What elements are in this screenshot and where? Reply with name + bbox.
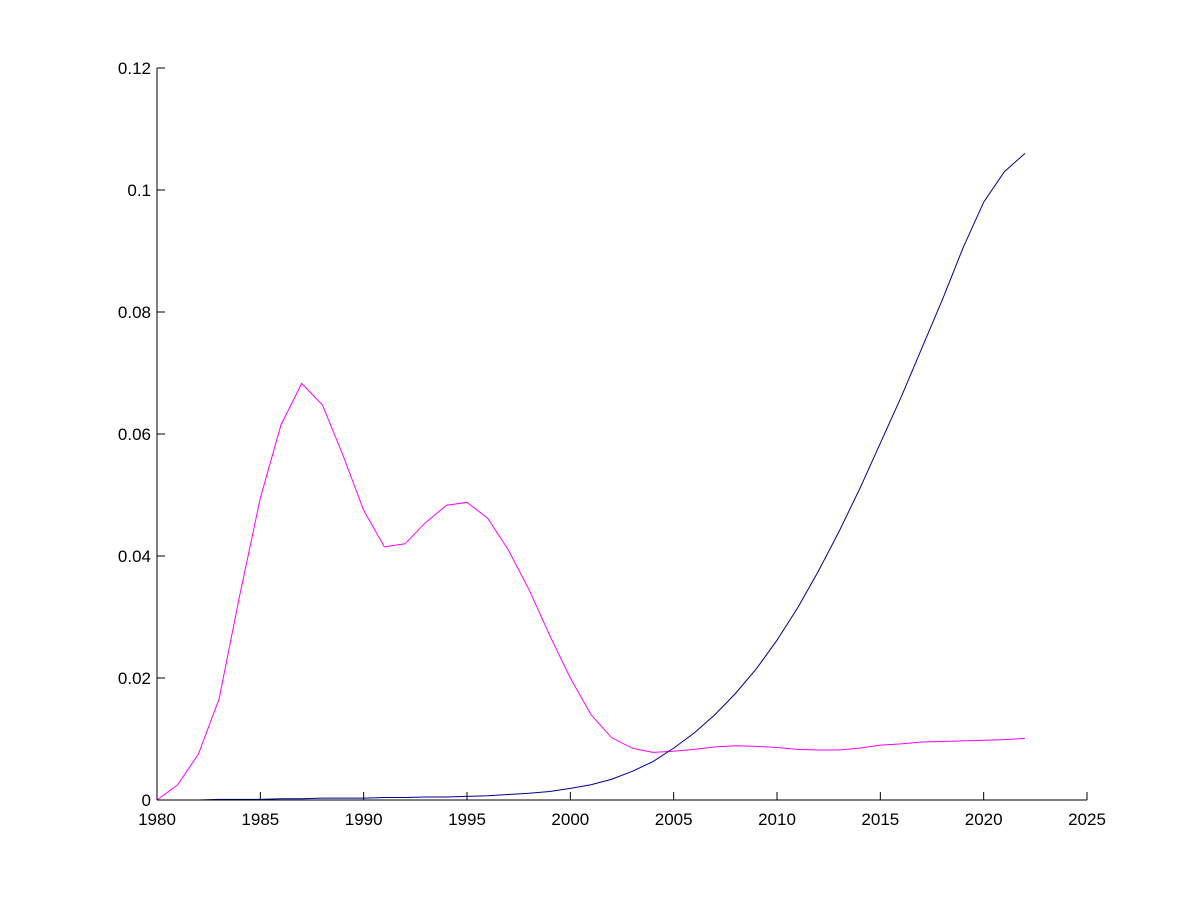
- x-axis-ticks: 1980 1985 1990 1995 2000 2005 2010 2015 2020 2025: [138, 792, 1106, 829]
- x-tick-label: 1980: [138, 810, 176, 829]
- y-tick-label: 0.06: [118, 425, 151, 444]
- y-tick-label: 0.02: [118, 669, 151, 688]
- y-tick-label: 0.12: [118, 59, 151, 78]
- series-line-2: [157, 153, 1026, 801]
- y-tick-label: 0.08: [118, 303, 151, 322]
- y-tick-label: 0.1: [127, 181, 151, 200]
- series-line-1: [156, 382, 1026, 801]
- x-tick-label: 1995: [448, 810, 486, 829]
- y-tick-label: 0: [142, 791, 151, 810]
- y-axis-ticks: 0 0.02 0.04 0.06 0.08 0.1 0.12: [118, 59, 165, 810]
- series-layer: [156, 153, 1026, 801]
- y-tick-label: 0.04: [118, 547, 151, 566]
- x-tick-label: 2000: [551, 810, 589, 829]
- axes: [156, 68, 1087, 801]
- x-tick-label: 2025: [1068, 810, 1106, 829]
- x-tick-label: 1985: [241, 810, 279, 829]
- x-tick-label: 2020: [965, 810, 1003, 829]
- x-tick-label: 1990: [345, 810, 383, 829]
- x-tick-label: 2010: [758, 810, 796, 829]
- x-tick-label: 2005: [655, 810, 693, 829]
- x-tick-label: 2015: [861, 810, 899, 829]
